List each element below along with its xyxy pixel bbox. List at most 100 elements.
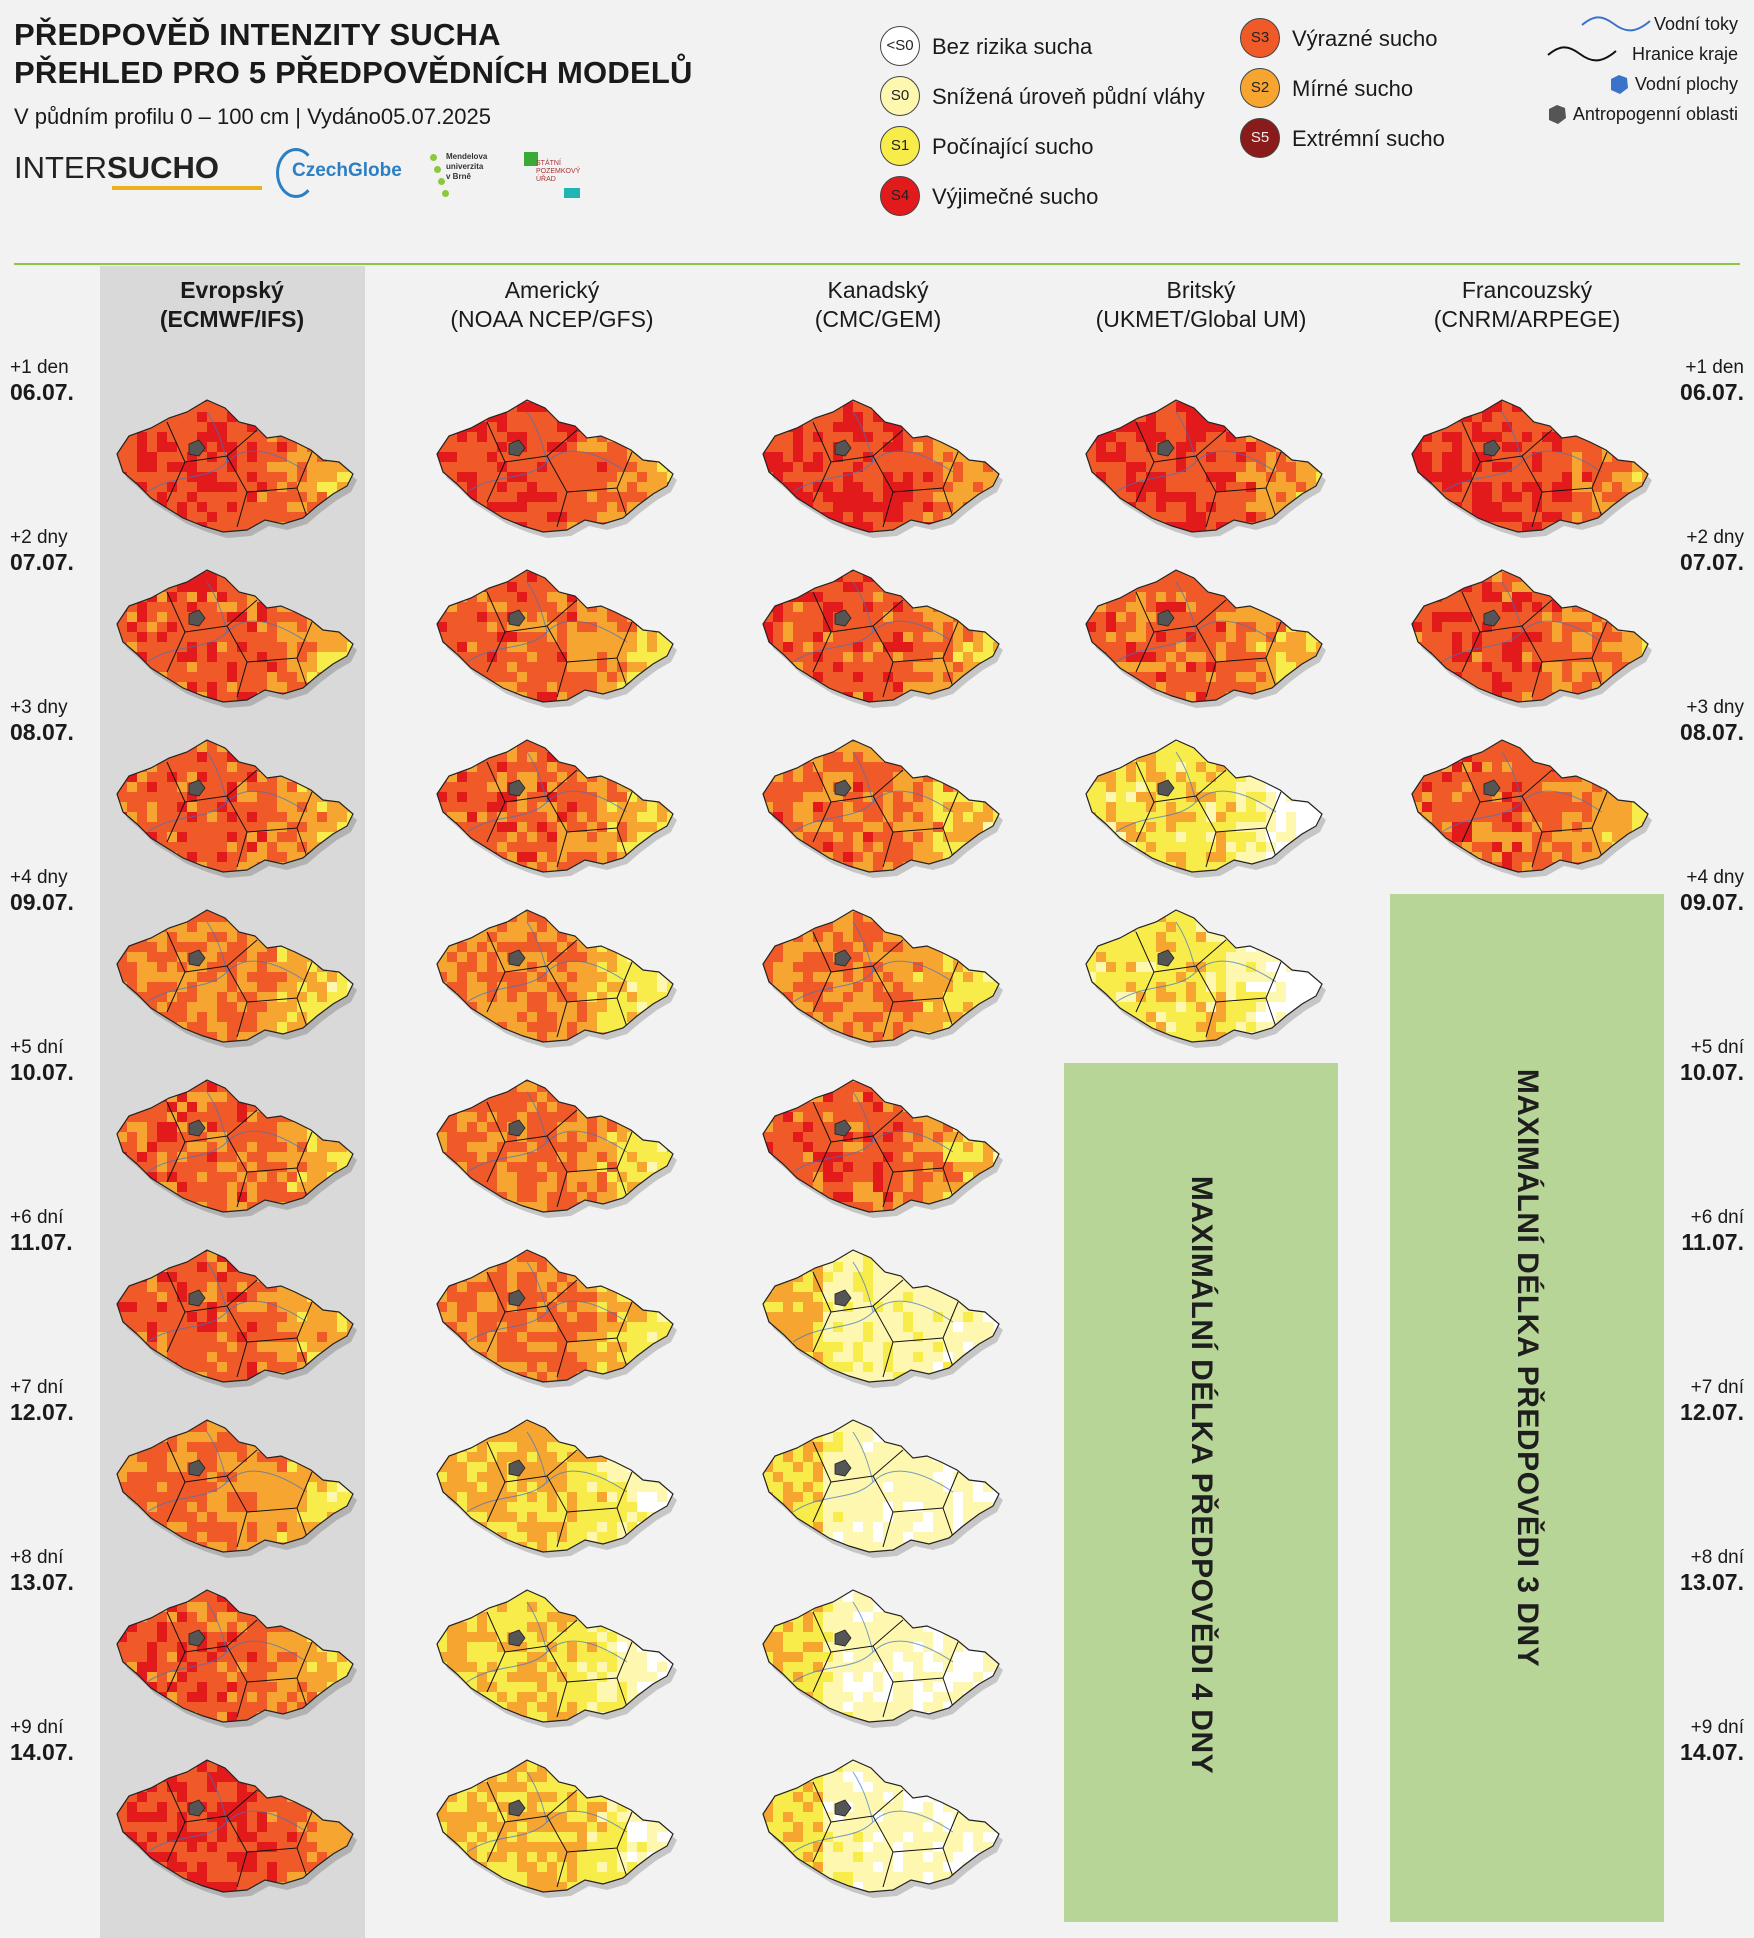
river-lines [792,411,954,493]
country-outline [762,399,1000,533]
row-label-right: +5 dní 10.07. [1644,1036,1744,1084]
drought-map [1411,399,1652,538]
urban-area [188,439,206,457]
drought-map [116,399,357,538]
model-column-header: Francouzský (CNRM/ARPEGE) [1377,276,1677,334]
country-outline [116,739,354,873]
country-outline [1085,909,1323,1043]
region-borders [166,1101,313,1208]
forecast-date: 06.07. [1680,379,1744,405]
urban-area [834,949,852,967]
model-column-header: Evropský (ECMWF/IFS) [82,276,382,334]
country-outline [762,1419,1000,1553]
legend-swatch: S5 [1240,118,1280,158]
urban-area [188,1459,206,1477]
czechglobe-logo: CzechGlobe [276,148,416,198]
row-label-left: +4 dny 09.07. [10,866,74,914]
spu-teal-square-icon [564,188,580,198]
forecast-offset: +5 dní [10,1037,64,1058]
country-outline [116,1079,354,1213]
spu-line-2: POZEMKOVÝ [536,168,581,175]
drought-map [436,1249,677,1388]
region-borders [166,931,313,1038]
river-lines [146,581,308,663]
region-borders [486,421,633,528]
river-lines [792,751,954,833]
country-outline [116,1419,354,1553]
drought-map [116,1419,357,1558]
legend-label: Extrémní sucho [1292,126,1445,151]
river-lines [1115,921,1277,1003]
urban-area [1157,779,1175,797]
urban-area [834,439,852,457]
urban-area [508,1799,526,1817]
urban-area [834,1459,852,1477]
urban-area-icon [1548,105,1566,124]
row-label-left: +6 dní 11.07. [10,1206,73,1254]
model-code: (CMC/GEM) [814,306,942,332]
forecast-date: 11.07. [10,1229,73,1255]
row-label-right: +4 dny 09.07. [1644,866,1744,914]
forecast-date: 14.07. [1680,1739,1744,1765]
urban-area [834,1629,852,1647]
region-borders [812,1441,959,1548]
row-label-left: +2 dny 07.07. [10,526,74,574]
drought-map [762,399,1003,538]
river-lines [146,921,308,1003]
drought-map [762,1759,1003,1898]
country-outline [436,909,674,1043]
legend-label: Výjimečné sucho [932,184,1099,209]
water-body-icon [1610,75,1628,94]
drought-map [762,1249,1003,1388]
urban-area [188,949,206,967]
river-lines [1115,411,1277,493]
legend-swatch: S0 [880,76,920,116]
map-feature-legend-item: Hranice kraje [1547,44,1738,65]
mendel-logo-text: Mendelova univerzita v Brně [446,152,487,182]
legend-label: Počínající sucho [932,134,1094,159]
urban-area [508,609,526,627]
row-label-right: +2 dny 07.07. [1644,526,1744,574]
forecast-limit-text: MAXIMÁLNÍ DÉLKA PŘEDPOVĚDI 3 DNY [1511,1068,1544,1668]
urban-area [188,1119,206,1137]
urban-area [508,439,526,457]
region-borders [1461,591,1608,698]
row-label-left: +7 dní 12.07. [10,1376,74,1424]
drought-map [1085,399,1326,538]
forecast-date: 12.07. [10,1399,74,1425]
row-label-left: +8 dní 13.07. [10,1546,74,1594]
row-label-left: +5 dní 10.07. [10,1036,74,1084]
region-borders [1135,591,1282,698]
river-lines [146,1431,308,1513]
country-outline [762,1759,1000,1893]
country-outline [1411,399,1649,533]
drought-map [116,1589,357,1728]
model-name: Britský [1166,277,1236,303]
country-outline [436,1079,674,1213]
region-borders [166,591,313,698]
country-outline [762,569,1000,703]
forecast-date: 09.07. [1680,889,1744,915]
model-code: (UKMET/Global UM) [1095,306,1307,332]
country-outline [436,399,674,533]
river-lines [1115,751,1277,833]
urban-area [834,609,852,627]
forecast-offset: +6 dní [10,1207,64,1228]
legend-label: Snížená úroveň půdní vláhy [932,84,1205,109]
drought-map [436,399,677,538]
map-feature-legend-item: Vodní toky [1581,14,1738,35]
region-borders [166,1441,313,1548]
river-lines [466,1261,628,1343]
country-outline [762,1079,1000,1213]
drought-map [116,909,357,1048]
forecast-date: 06.07. [10,379,74,405]
urban-area [188,779,206,797]
forecast-offset: +1 den [1685,357,1744,378]
country-outline [436,1249,674,1383]
row-label-right: +9 dní 14.07. [1644,1716,1744,1764]
intersucho-logo: INTERSUCHO [14,150,219,186]
river-line-icon [1581,16,1651,32]
river-lines [1441,581,1603,663]
urban-area [188,1289,206,1307]
spu-green-square-icon [524,152,538,166]
